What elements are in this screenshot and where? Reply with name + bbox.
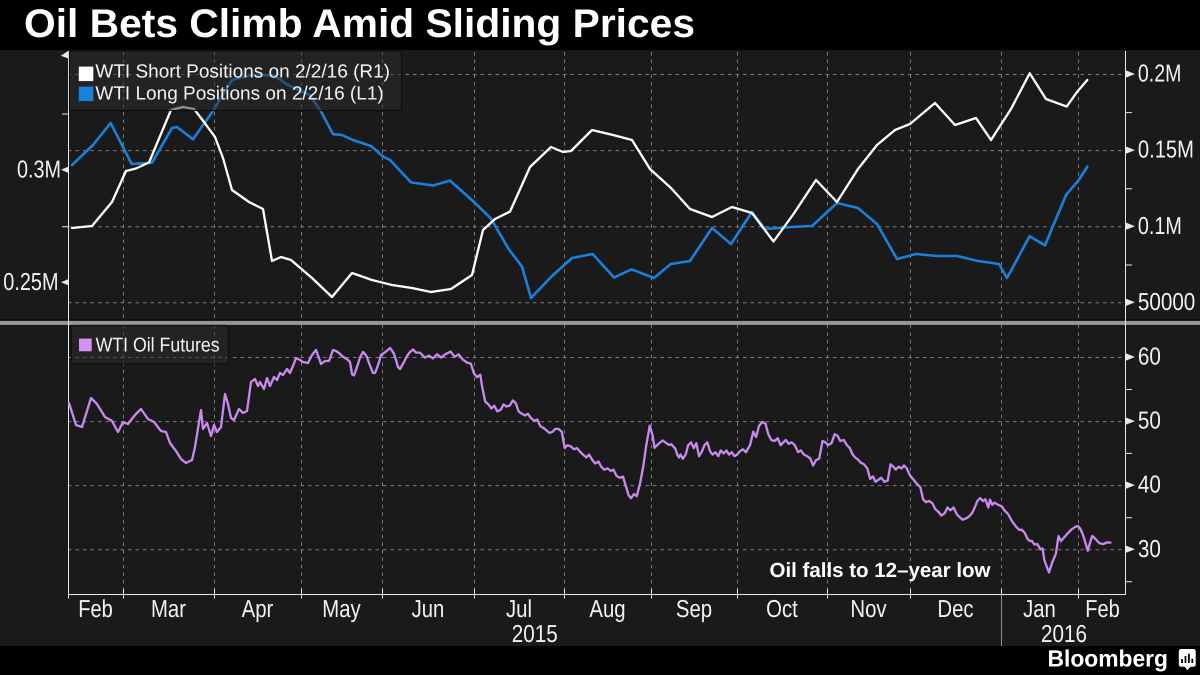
svg-text:Sep: Sep xyxy=(676,596,712,623)
svg-text:WTI Long Positions on 2/2/16 (: WTI Long Positions on 2/2/16 (L1) xyxy=(95,83,383,104)
svg-text:Mar: Mar xyxy=(151,596,186,623)
svg-text:Apr: Apr xyxy=(242,596,274,623)
svg-text:Nov: Nov xyxy=(850,596,887,623)
svg-text:Jan: Jan xyxy=(1023,596,1056,623)
svg-text:Jun: Jun xyxy=(412,596,445,623)
svg-text:40: 40 xyxy=(1138,472,1161,499)
svg-text:0.25M: 0.25M xyxy=(3,269,58,296)
svg-text:May: May xyxy=(322,596,361,623)
svg-text:Jul: Jul xyxy=(506,596,532,623)
svg-text:2015: 2015 xyxy=(512,621,558,648)
svg-text:30: 30 xyxy=(1138,536,1161,563)
svg-text:50: 50 xyxy=(1138,408,1161,435)
svg-text:Oil falls to 12–year low: Oil falls to 12–year low xyxy=(770,559,991,582)
svg-text:0.3M: 0.3M xyxy=(17,156,61,183)
svg-text:50000: 50000 xyxy=(1138,289,1195,316)
svg-text:60: 60 xyxy=(1138,344,1161,371)
svg-text:WTI Short Positions on 2/2/16: WTI Short Positions on 2/2/16 (R1) xyxy=(95,62,390,83)
svg-text:Oil Bets Climb Amid Sliding Pr: Oil Bets Climb Amid Sliding Prices xyxy=(24,2,695,46)
svg-text:Feb: Feb xyxy=(78,596,113,623)
svg-text:Aug: Aug xyxy=(589,596,625,623)
svg-text:Oct: Oct xyxy=(766,596,798,623)
svg-text:Bloomberg: Bloomberg xyxy=(1048,646,1169,672)
svg-text:2016: 2016 xyxy=(1041,621,1087,648)
svg-text:Dec: Dec xyxy=(937,596,973,623)
svg-text:Feb: Feb xyxy=(1085,596,1120,623)
svg-text:0.15M: 0.15M xyxy=(1138,137,1194,164)
svg-text:0.1M: 0.1M xyxy=(1138,213,1182,240)
svg-text:WTI Oil Futures: WTI Oil Futures xyxy=(96,334,220,356)
svg-text:0.2M: 0.2M xyxy=(1138,61,1182,88)
